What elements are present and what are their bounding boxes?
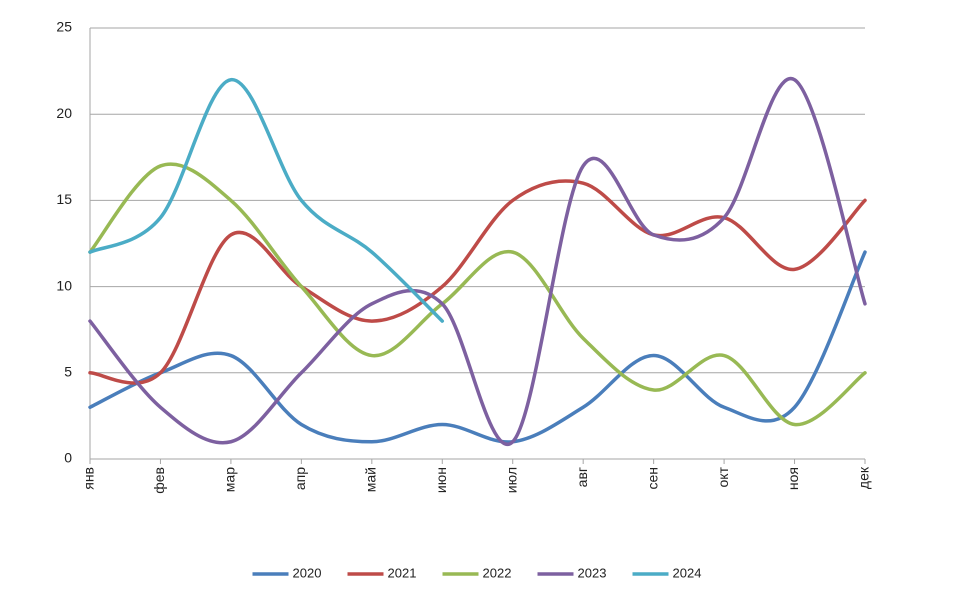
legend-label: 2022 bbox=[483, 565, 512, 580]
x-tick-label: апр bbox=[292, 467, 308, 490]
x-tick-label: дек bbox=[856, 466, 872, 489]
x-tick-label: июл bbox=[503, 467, 519, 493]
x-tick-label: окт bbox=[715, 466, 731, 487]
legend-label: 2023 bbox=[578, 565, 607, 580]
series-line bbox=[88, 77, 445, 323]
x-tick-label: авг bbox=[574, 467, 590, 487]
x-tick-label: май bbox=[363, 467, 379, 492]
y-tick-label: 25 bbox=[56, 19, 72, 35]
series-line bbox=[88, 76, 867, 447]
x-tick-label: мар bbox=[222, 467, 238, 492]
legend-label: 2024 bbox=[673, 565, 702, 580]
x-tick-label: фев bbox=[151, 467, 167, 494]
y-tick-label: 15 bbox=[56, 191, 72, 207]
x-tick-label: июн bbox=[433, 467, 449, 493]
x-tick-label: ноя bbox=[785, 467, 801, 490]
y-tick-label: 5 bbox=[64, 364, 72, 380]
series-line bbox=[88, 250, 867, 444]
series-line bbox=[88, 179, 867, 385]
y-tick-label: 10 bbox=[56, 277, 72, 293]
x-tick-label: янв bbox=[81, 467, 97, 490]
y-tick-label: 0 bbox=[64, 450, 72, 466]
legend-label: 2020 bbox=[293, 565, 322, 580]
series-line bbox=[88, 162, 867, 427]
legend-label: 2021 bbox=[388, 565, 417, 580]
y-tick-label: 20 bbox=[56, 105, 72, 121]
x-tick-label: сен bbox=[644, 467, 660, 490]
